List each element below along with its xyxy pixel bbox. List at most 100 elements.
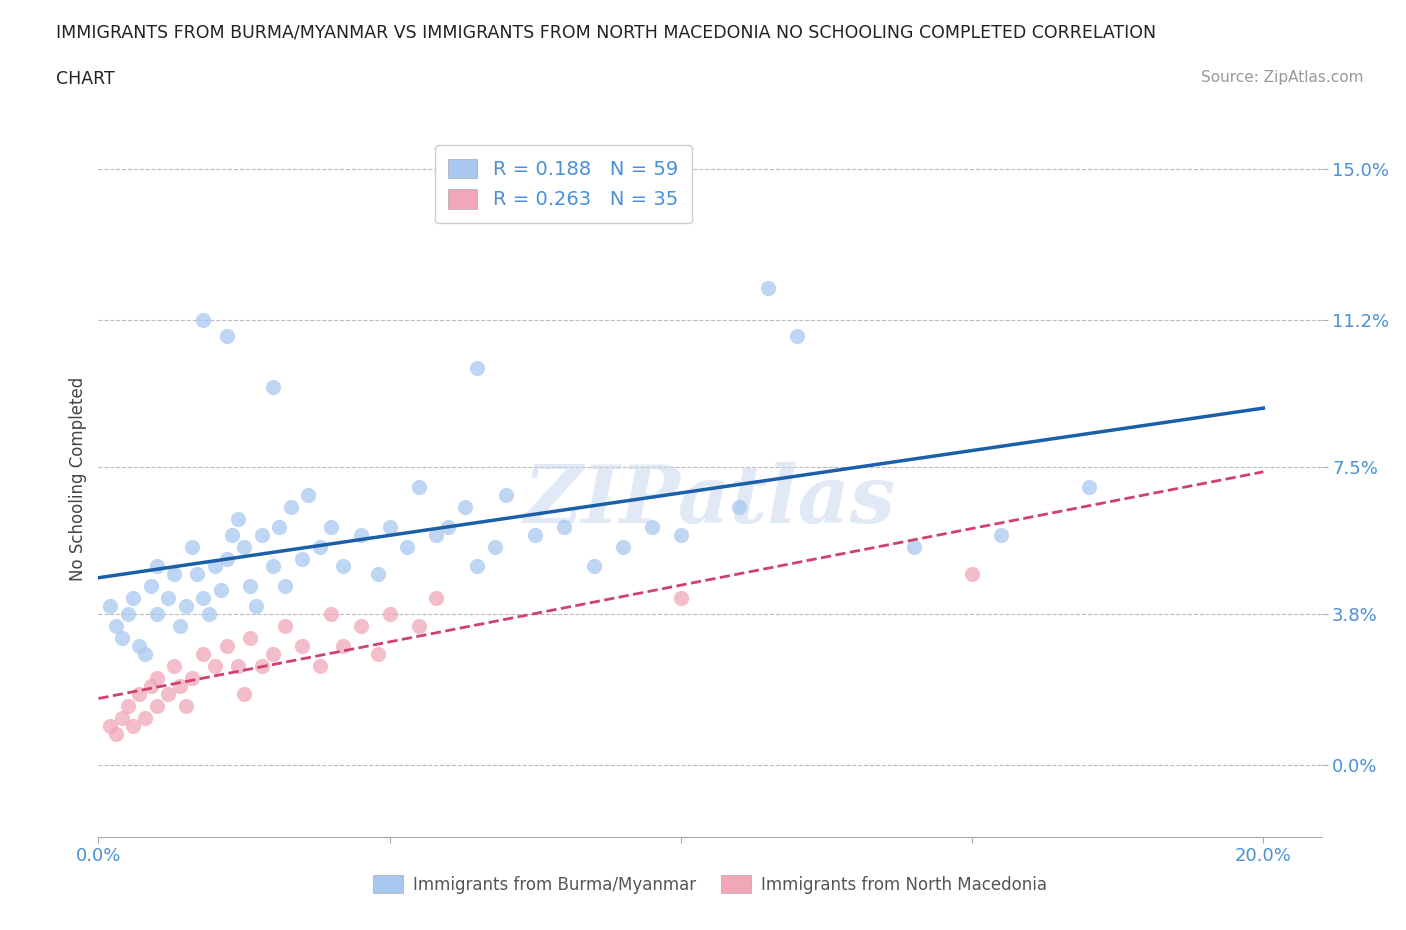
Point (332, 559, 354, 574)
Text: Source: ZipAtlas.com: Source: ZipAtlas.com (1201, 70, 1364, 85)
Point (204, 658, 226, 673)
Legend: Immigrants from Burma/Myanmar, Immigrants from North Macedonia: Immigrants from Burma/Myanmar, Immigrant… (367, 869, 1053, 900)
Point (180, 671, 202, 685)
Point (104, 726, 127, 741)
Point (756, 281, 779, 296)
Point (291, 639, 314, 654)
Point (134, 711, 156, 725)
Point (465, 559, 488, 574)
Point (332, 639, 354, 654)
Point (408, 618, 430, 633)
Point (465, 360, 488, 375)
Point (193, 312, 215, 327)
Point (297, 487, 319, 502)
Point (262, 380, 284, 395)
Point (122, 718, 145, 733)
Point (239, 578, 262, 594)
Point (174, 599, 197, 614)
Point (174, 698, 197, 713)
Point (111, 711, 134, 725)
Point (215, 551, 238, 566)
Point (582, 559, 605, 574)
Point (98, 718, 121, 733)
Point (524, 527, 547, 542)
Point (274, 618, 297, 633)
Point (262, 559, 284, 574)
Point (1077, 480, 1099, 495)
Point (669, 591, 692, 605)
Point (454, 499, 477, 514)
Point (180, 539, 202, 554)
Point (139, 578, 162, 594)
Point (98, 599, 121, 614)
Point (280, 499, 302, 514)
Point (378, 519, 401, 534)
Point (641, 519, 664, 534)
Point (233, 539, 256, 554)
Point (728, 499, 751, 514)
Point (221, 527, 243, 542)
Point (291, 551, 314, 566)
Point (145, 559, 167, 574)
Point (396, 539, 419, 554)
Point (250, 527, 273, 542)
Point (157, 591, 180, 605)
Point (495, 487, 517, 502)
Point (553, 519, 575, 534)
Point (367, 567, 389, 582)
Point (233, 686, 256, 701)
Point (425, 591, 447, 605)
Point (669, 527, 692, 542)
Point (117, 606, 139, 621)
Point (169, 618, 191, 633)
Point (198, 606, 221, 621)
Point (308, 658, 330, 673)
Point (128, 639, 150, 654)
Point (163, 658, 186, 673)
Point (193, 646, 215, 661)
Text: ZIPatlas: ZIPatlas (524, 461, 896, 539)
Point (321, 519, 343, 534)
Point (408, 480, 430, 495)
Text: IMMIGRANTS FROM BURMA/MYANMAR VS IMMIGRANTS FROM NORTH MACEDONIA NO SCHOOLING CO: IMMIGRANTS FROM BURMA/MYANMAR VS IMMIGRA… (56, 23, 1156, 41)
Point (349, 527, 371, 542)
Point (250, 658, 273, 673)
Y-axis label: No Schooling Completed: No Schooling Completed (69, 377, 87, 581)
Point (786, 328, 808, 343)
Point (157, 686, 180, 701)
Point (308, 539, 330, 554)
Point (378, 606, 401, 621)
Point (239, 631, 262, 645)
Point (169, 678, 191, 693)
Point (209, 583, 232, 598)
Point (104, 618, 127, 633)
Point (262, 646, 284, 661)
Point (990, 527, 1012, 542)
Point (145, 606, 167, 621)
Point (204, 559, 226, 574)
Point (245, 599, 267, 614)
Point (226, 658, 249, 673)
Point (193, 591, 215, 605)
Point (163, 567, 186, 582)
Point (903, 539, 925, 554)
Point (274, 578, 297, 594)
Point (437, 519, 460, 534)
Point (215, 639, 238, 654)
Point (321, 606, 343, 621)
Point (349, 618, 371, 633)
Point (122, 591, 145, 605)
Point (425, 527, 447, 542)
Point (226, 512, 249, 526)
Point (960, 567, 983, 582)
Point (111, 631, 134, 645)
Point (134, 646, 156, 661)
Point (139, 678, 162, 693)
Point (367, 646, 389, 661)
Point (128, 686, 150, 701)
Point (145, 698, 167, 713)
Point (215, 328, 238, 343)
Point (145, 671, 167, 685)
Point (117, 698, 139, 713)
Point (612, 539, 634, 554)
